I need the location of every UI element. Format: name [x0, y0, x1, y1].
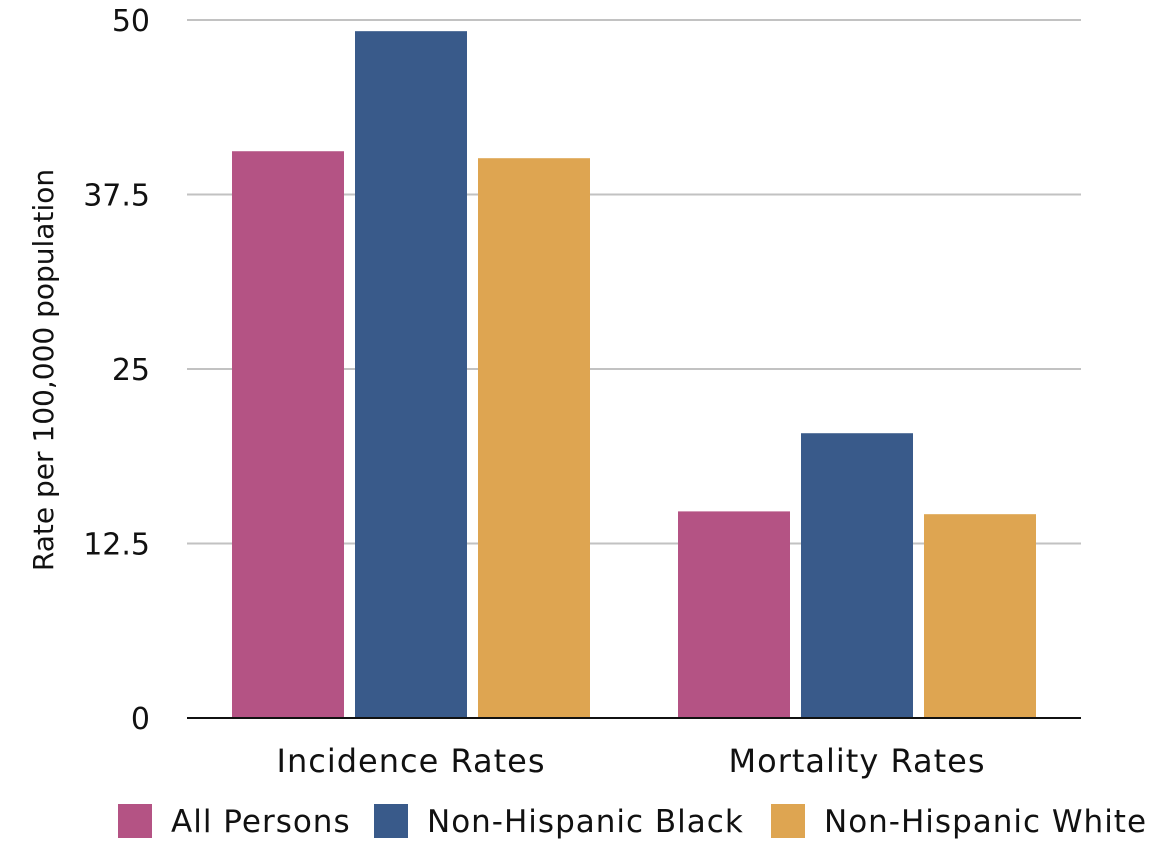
- x-category-label: Incidence Rates: [277, 742, 546, 780]
- legend-swatch: [374, 804, 408, 838]
- y-tick-label: 0: [131, 702, 150, 737]
- legend: All Persons Non-Hispanic Black Non-Hispani…: [118, 804, 1147, 840]
- bars: [232, 31, 1036, 719]
- legend-label: Non-Hispanic White: [824, 804, 1147, 840]
- x-category-label: Mortality Rates: [729, 742, 986, 780]
- y-axis-title: Rate per 100,000 population: [27, 169, 60, 571]
- legend-swatch: [118, 804, 152, 838]
- bar-mortality-rates-all-persons: [678, 511, 790, 718]
- bar-mortality-rates-non-hispanic-white: [924, 514, 1036, 718]
- legend-label: All Persons: [171, 804, 351, 840]
- y-tick-label: 37.5: [83, 179, 150, 214]
- y-tick-label: 12.5: [83, 528, 150, 563]
- y-tick-label: 50: [112, 4, 150, 39]
- y-axis-ticks: 0 12.5 25 37.5 50: [83, 4, 150, 737]
- y-tick-label: 25: [112, 353, 150, 388]
- bar-mortality-rates-non-hispanic-black: [801, 433, 913, 718]
- bar-incidence-rates-non-hispanic-white: [478, 158, 590, 719]
- bar-incidence-rates-all-persons: [232, 151, 344, 718]
- bar-incidence-rates-non-hispanic-black: [355, 31, 467, 719]
- legend-label: Non-Hispanic Black: [427, 804, 744, 840]
- legend-swatch: [771, 804, 805, 838]
- x-axis-categories: Incidence Rates Mortality Rates: [277, 742, 986, 780]
